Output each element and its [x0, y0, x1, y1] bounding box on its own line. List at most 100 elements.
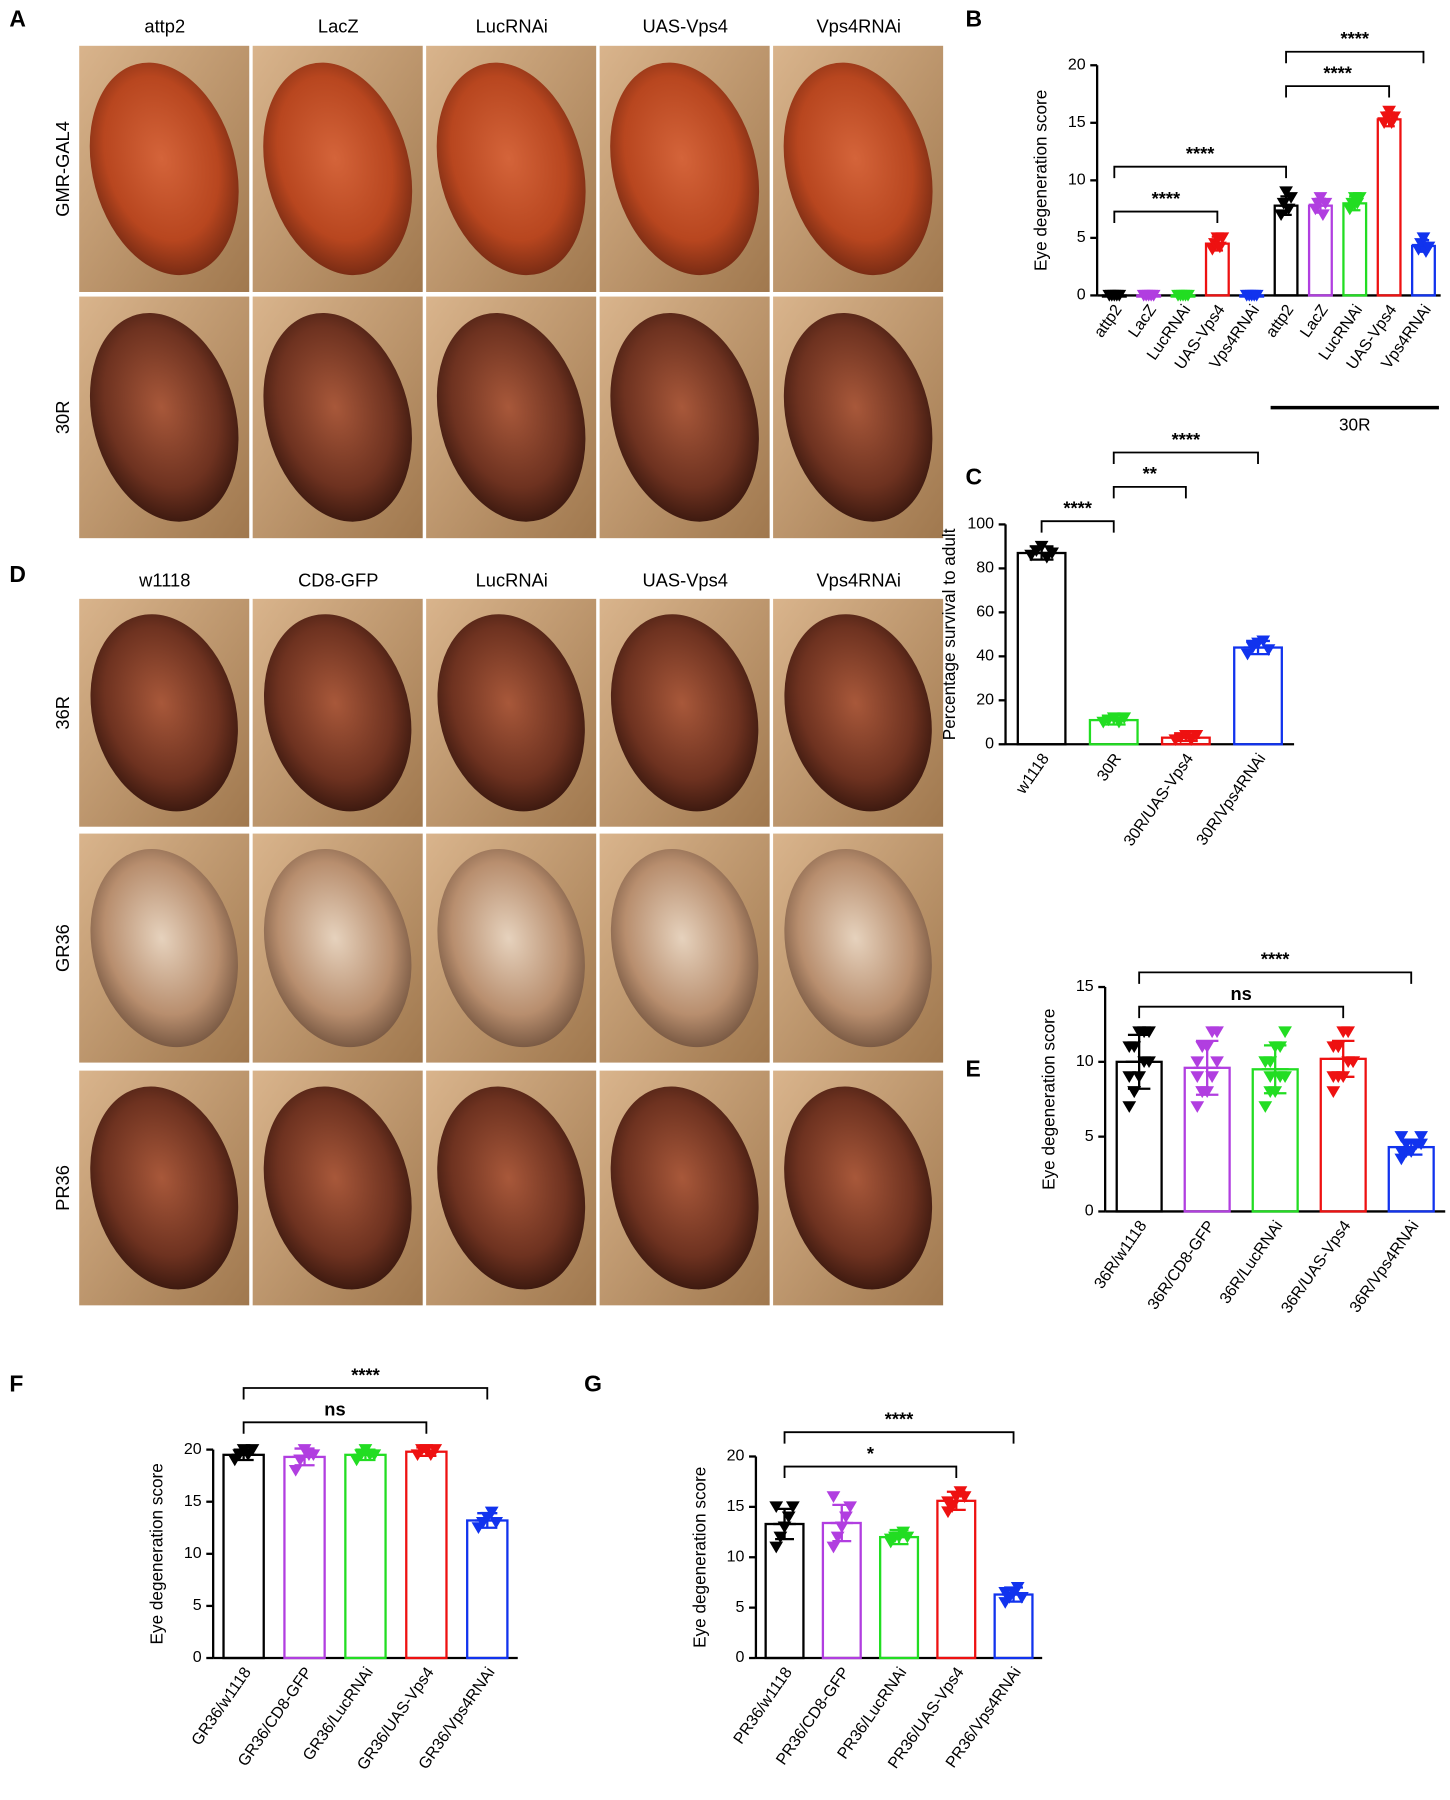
data-point — [1190, 1101, 1205, 1113]
row-label: PR36 — [52, 1165, 73, 1211]
y-tick-label: 10 — [727, 1547, 745, 1565]
panel-label: G — [584, 1371, 602, 1397]
significance-label: **** — [1341, 28, 1370, 49]
data-point — [1409, 1138, 1424, 1151]
data-point — [1256, 635, 1271, 648]
data-point — [1394, 1153, 1409, 1166]
data-point — [1117, 712, 1132, 725]
significance-label: **** — [1063, 498, 1092, 519]
eye — [610, 313, 759, 522]
eye — [263, 62, 413, 276]
significance-label: **** — [1152, 188, 1181, 209]
data-point — [1404, 1146, 1419, 1158]
data-point — [1421, 241, 1436, 254]
data-point — [1127, 1086, 1142, 1098]
data-point — [1010, 1581, 1025, 1594]
eye — [90, 1086, 239, 1290]
bar — [405, 1450, 448, 1660]
panel-label: B — [965, 6, 982, 32]
data-point — [1281, 203, 1296, 216]
significance-label: **** — [885, 1409, 914, 1430]
eye — [89, 62, 239, 276]
significance-label: **** — [351, 1364, 380, 1385]
eye — [610, 62, 760, 276]
data-point — [1034, 540, 1049, 553]
column-label: w1118 — [138, 570, 190, 591]
eye — [783, 313, 933, 522]
y-axis-label: Eye degeneration score — [689, 1467, 709, 1648]
column-label: CD8-GFP — [298, 570, 378, 591]
column-label: Vps4RNAi — [816, 15, 900, 36]
significance-bracket — [1112, 451, 1259, 464]
data-point — [1278, 1071, 1292, 1083]
y-tick-label: 0 — [1085, 1202, 1094, 1220]
data-point — [1146, 289, 1161, 302]
eye — [437, 1086, 586, 1290]
row-label: 30R — [52, 401, 73, 435]
x-tick-label: 36R/Vps4RNAi — [1346, 1217, 1423, 1316]
bar — [283, 1455, 326, 1660]
data-point — [1142, 1056, 1156, 1069]
column-label: UAS-Vps4 — [642, 570, 728, 591]
data-point — [1414, 1131, 1428, 1143]
bar — [936, 1499, 977, 1660]
data-point — [1331, 1041, 1346, 1054]
data-point — [1387, 111, 1401, 124]
significance-label: **** — [1172, 429, 1201, 450]
data-point — [957, 1491, 972, 1503]
x-tick-label: 36R/w1118 — [1091, 1217, 1151, 1292]
data-point — [306, 1449, 321, 1462]
error-bar — [1193, 1039, 1221, 1096]
data-point — [1205, 1071, 1219, 1083]
y-tick-label: 0 — [1077, 286, 1086, 304]
data-point — [1326, 1071, 1341, 1083]
y-tick-label: 15 — [1076, 977, 1094, 995]
data-point — [1122, 1071, 1137, 1083]
data-point — [1326, 1086, 1341, 1098]
data-point — [1215, 232, 1230, 245]
panel-label: F — [9, 1371, 23, 1397]
data-point — [1284, 192, 1298, 204]
y-tick-label: 20 — [1068, 56, 1086, 74]
significance-bracket — [783, 1465, 958, 1479]
y-tick-label: 15 — [184, 1492, 202, 1510]
data-point — [245, 1444, 260, 1456]
data-point — [1249, 289, 1264, 302]
data-point — [1210, 1026, 1224, 1039]
data-point — [1273, 1041, 1287, 1054]
bar — [1342, 202, 1368, 297]
data-point — [288, 1464, 303, 1477]
column-label: Vps4RNAi — [816, 570, 900, 591]
eye — [784, 614, 932, 812]
bar — [1307, 204, 1333, 297]
x-tick-label: attp2 — [1262, 301, 1297, 341]
significance-bracket — [1040, 520, 1115, 533]
significance-label: ns — [1230, 983, 1251, 1004]
significance-bracket — [1113, 210, 1219, 223]
row-label: GR36 — [52, 924, 73, 972]
data-point — [1190, 1071, 1205, 1083]
data-point — [489, 1517, 504, 1529]
y-tick-label: 0 — [736, 1648, 745, 1666]
data-point — [769, 1501, 784, 1514]
data-point — [1336, 1071, 1351, 1083]
x-tick-label: 36R/LucRNAi — [1216, 1217, 1286, 1307]
data-point — [781, 1511, 796, 1524]
significance-label: **** — [1186, 143, 1215, 164]
y-tick-label: 0 — [985, 735, 994, 753]
data-point — [826, 1491, 841, 1503]
y-axis-label: Eye degeneration score — [147, 1463, 167, 1644]
panel-label: E — [965, 1056, 980, 1082]
group-label: 30R — [1339, 414, 1370, 434]
data-point — [769, 1541, 784, 1554]
significance-label: ns — [324, 1399, 345, 1420]
significance-bracket — [1285, 50, 1425, 64]
eye — [436, 62, 586, 276]
data-point — [941, 1496, 955, 1509]
bar — [466, 1519, 509, 1660]
significance-bracket — [242, 1421, 428, 1434]
data-point — [293, 1454, 307, 1467]
data-point — [843, 1501, 857, 1514]
x-tick-label: 30R/UAS-Vps4 — [1120, 750, 1197, 849]
